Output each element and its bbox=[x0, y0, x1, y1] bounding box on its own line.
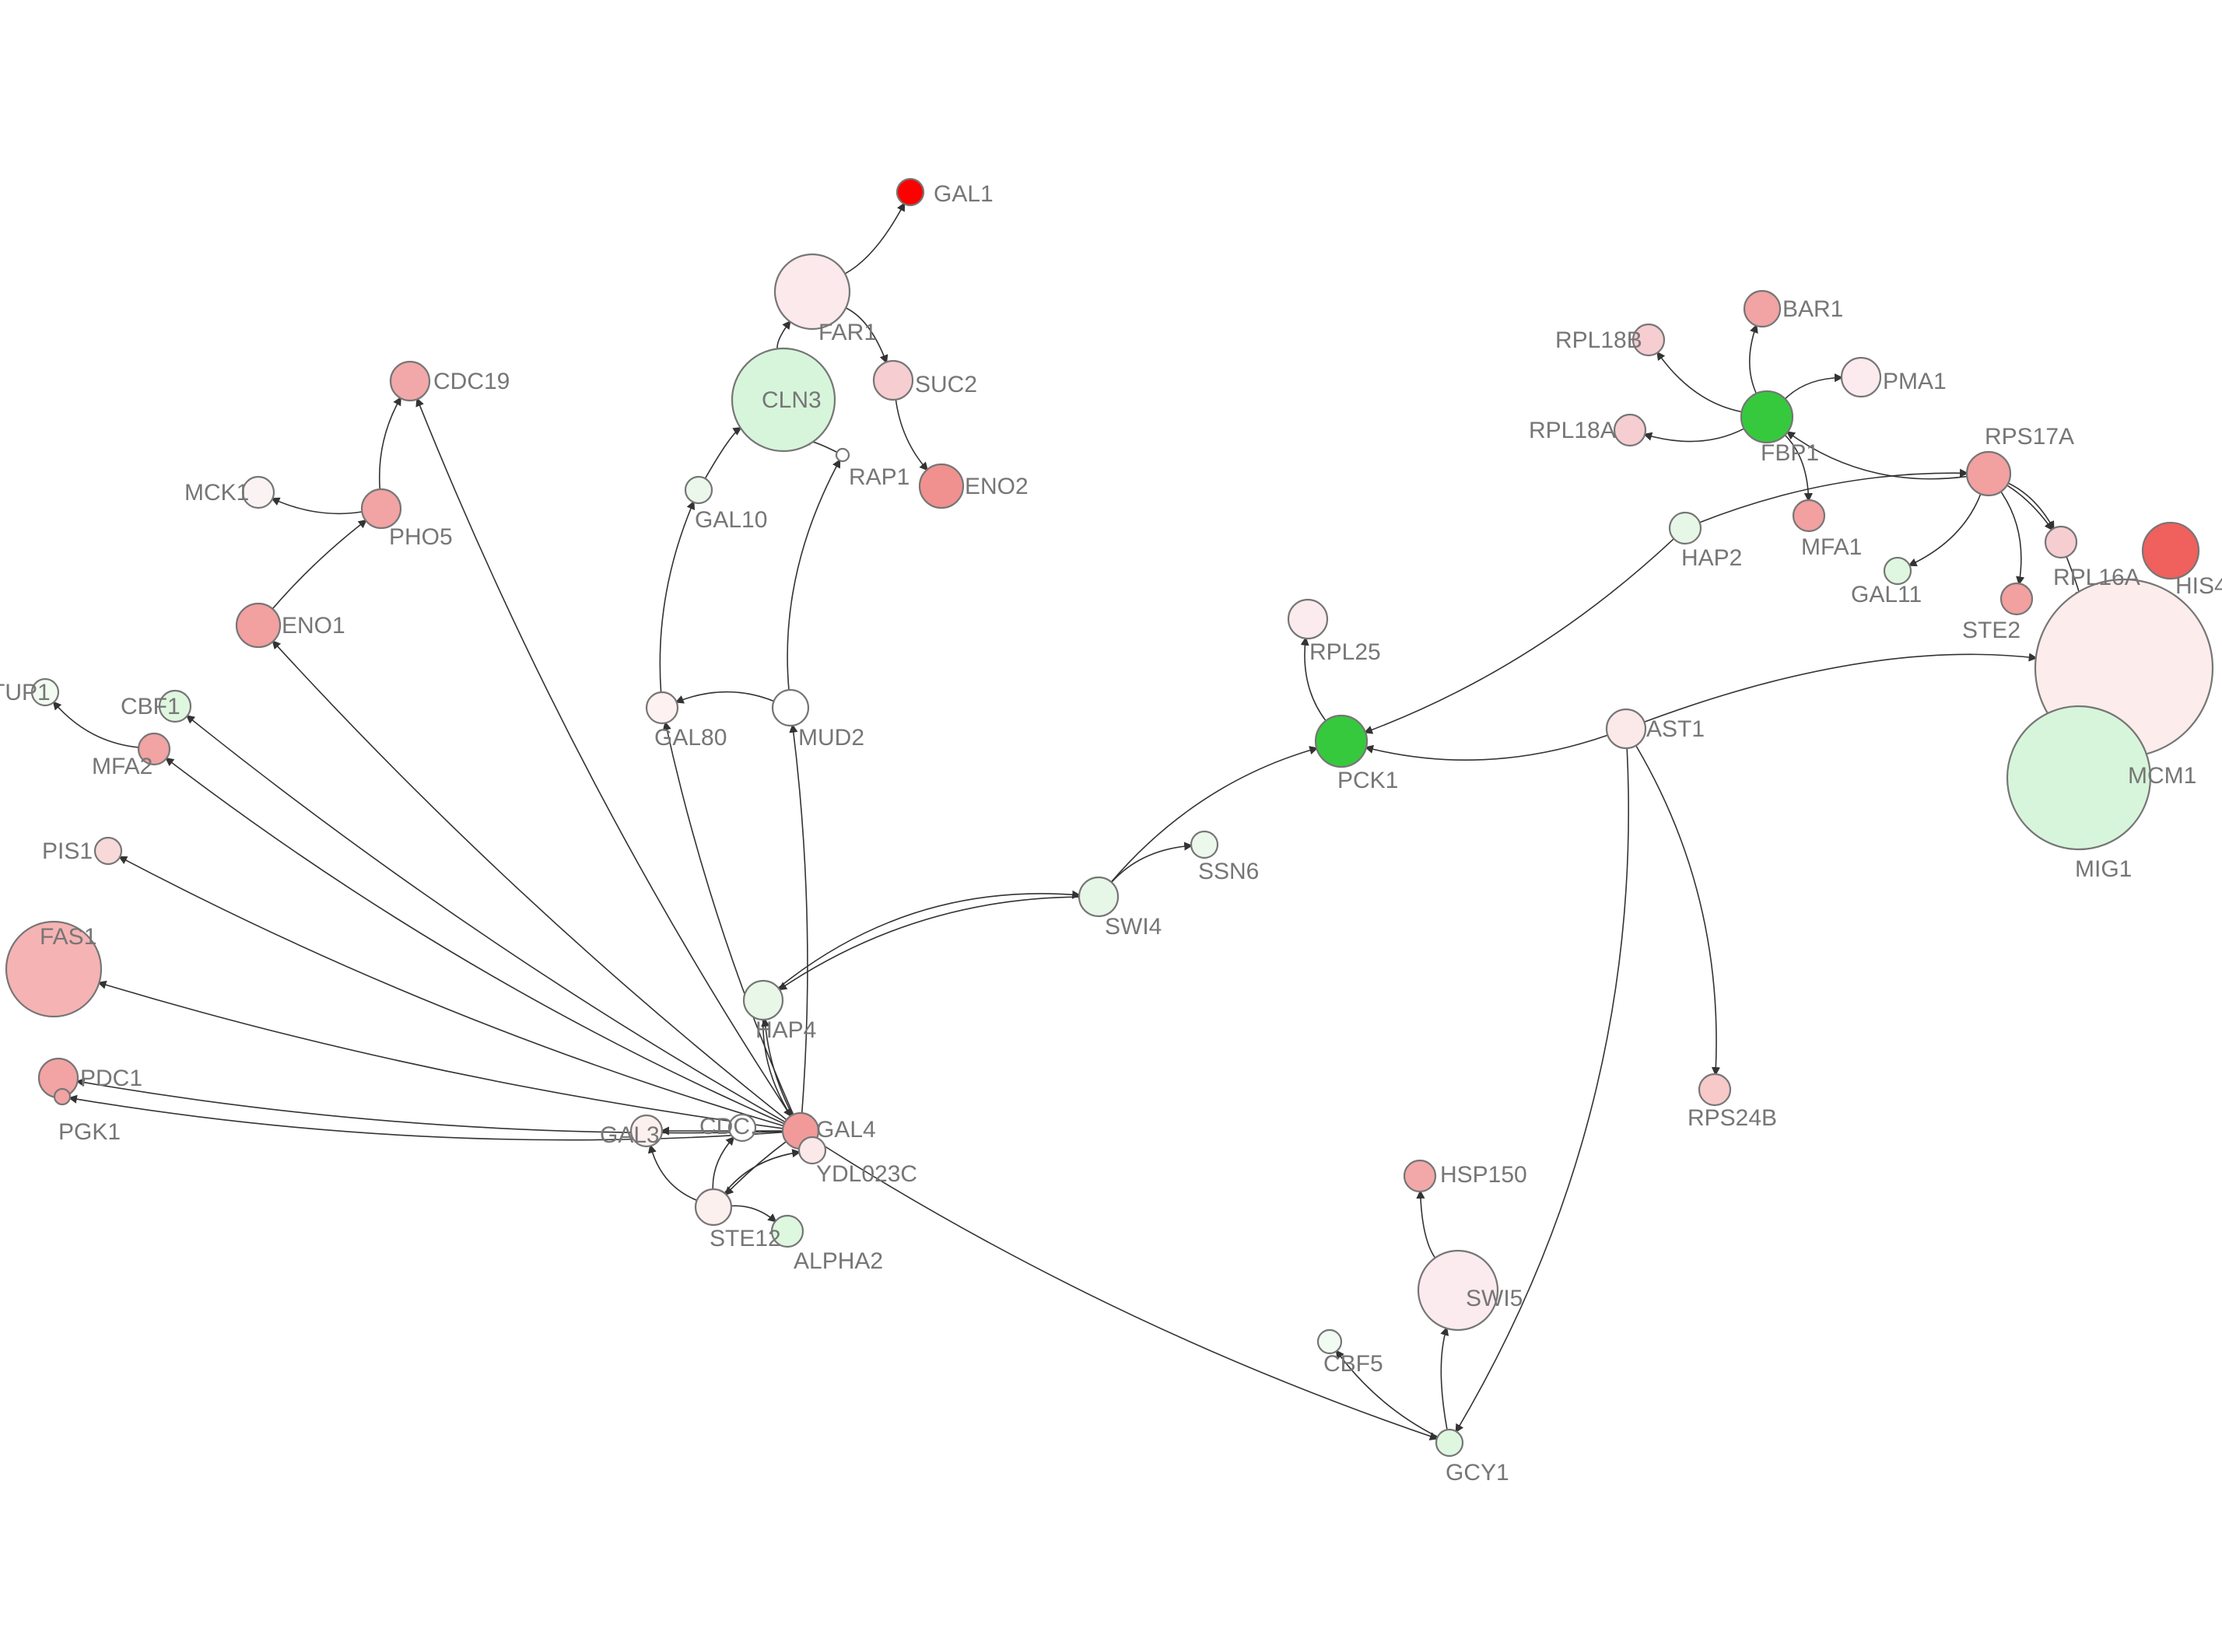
svg-text:CBF5: CBF5 bbox=[1323, 1351, 1383, 1377]
svg-text:RPL25: RPL25 bbox=[1309, 639, 1381, 665]
svg-text:RAP1: RAP1 bbox=[849, 464, 909, 490]
svg-text:FAR1: FAR1 bbox=[818, 320, 877, 345]
svg-text:SUC2: SUC2 bbox=[915, 372, 977, 397]
svg-text:ALPHA2: ALPHA2 bbox=[794, 1248, 883, 1274]
svg-text:PGK1: PGK1 bbox=[58, 1119, 121, 1145]
svg-text:MFA2: MFA2 bbox=[92, 754, 152, 779]
svg-text:HAP2: HAP2 bbox=[1681, 545, 1742, 571]
svg-text:GAL80: GAL80 bbox=[654, 725, 727, 751]
svg-text:CLN3: CLN3 bbox=[762, 387, 822, 413]
svg-text:RPL18B: RPL18B bbox=[1555, 327, 1642, 353]
svg-text:YDL023C: YDL023C bbox=[816, 1161, 917, 1187]
svg-text:GAL4: GAL4 bbox=[816, 1117, 876, 1143]
svg-text:GCY1: GCY1 bbox=[1446, 1460, 1509, 1486]
svg-text:MIG1: MIG1 bbox=[2075, 856, 2132, 882]
svg-text:MFA1: MFA1 bbox=[1801, 534, 1862, 560]
svg-text:HAP4: HAP4 bbox=[755, 1017, 816, 1043]
svg-text:ENO1: ENO1 bbox=[282, 613, 345, 639]
svg-text:GAL10: GAL10 bbox=[695, 507, 767, 533]
svg-text:AST1: AST1 bbox=[1646, 716, 1705, 742]
svg-text:PMA1: PMA1 bbox=[1883, 369, 1947, 394]
svg-text:STE12: STE12 bbox=[710, 1226, 781, 1251]
svg-text:CDC..: CDC.. bbox=[699, 1114, 763, 1139]
svg-text:RPS24B: RPS24B bbox=[1688, 1105, 1777, 1131]
svg-text:CBF1: CBF1 bbox=[121, 694, 180, 719]
svg-text:PHO5: PHO5 bbox=[389, 524, 453, 550]
svg-text:PDC1: PDC1 bbox=[80, 1066, 142, 1091]
svg-text:PCK1: PCK1 bbox=[1337, 768, 1398, 793]
svg-text:HSP150: HSP150 bbox=[1440, 1162, 1527, 1188]
svg-text:FAS1: FAS1 bbox=[40, 924, 96, 950]
svg-text:ENO2: ENO2 bbox=[965, 474, 1029, 499]
svg-text:SWI5: SWI5 bbox=[1466, 1286, 1523, 1311]
svg-text:BAR1: BAR1 bbox=[1782, 296, 1843, 322]
svg-text:MCM1: MCM1 bbox=[2128, 763, 2196, 789]
svg-text:RPS17A: RPS17A bbox=[1985, 424, 2074, 450]
svg-text:TUP1: TUP1 bbox=[0, 680, 51, 705]
svg-text:CDC19: CDC19 bbox=[433, 369, 510, 394]
svg-text:HIS4: HIS4 bbox=[2175, 573, 2222, 599]
svg-text:MCK1: MCK1 bbox=[184, 480, 249, 506]
svg-text:GAL3: GAL3 bbox=[600, 1122, 660, 1148]
svg-text:SSN6: SSN6 bbox=[1198, 859, 1259, 884]
svg-text:FBP1: FBP1 bbox=[1761, 440, 1819, 466]
svg-text:STE2: STE2 bbox=[1962, 618, 2020, 643]
svg-text:GAL1: GAL1 bbox=[934, 181, 994, 207]
svg-text:SWI4: SWI4 bbox=[1105, 914, 1162, 940]
svg-text:PIS1: PIS1 bbox=[42, 838, 93, 864]
svg-text:RPL16A: RPL16A bbox=[2053, 565, 2140, 590]
svg-text:RPL18A: RPL18A bbox=[1529, 418, 1616, 443]
svg-text:MUD2: MUD2 bbox=[798, 725, 864, 751]
svg-text:GAL11: GAL11 bbox=[1851, 582, 1922, 607]
